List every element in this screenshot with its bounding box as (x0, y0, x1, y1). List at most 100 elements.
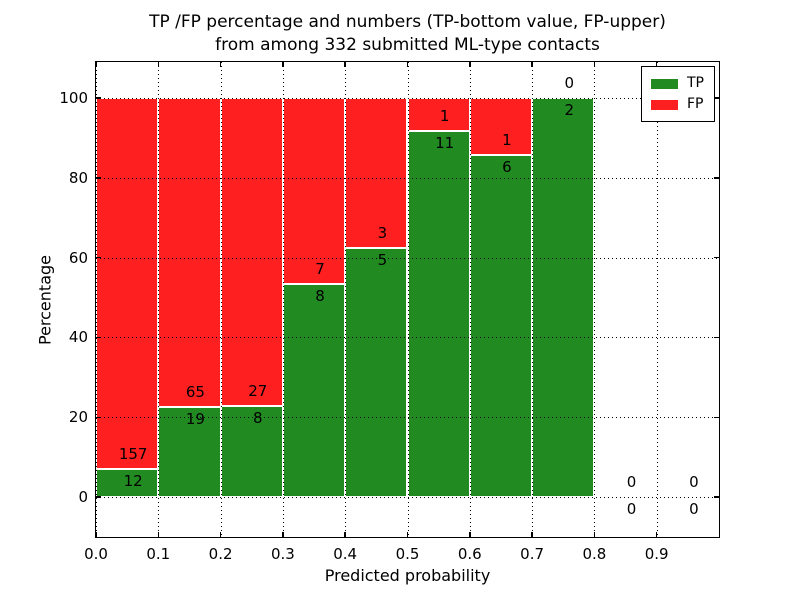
x-tick-mark (219, 532, 222, 537)
x-tick-label: 0.7 (520, 545, 545, 563)
x-tick-mark-top (469, 62, 471, 67)
y-tick-label: 100 (59, 88, 88, 107)
legend-label-tp: TP (687, 75, 704, 91)
x-tick-mark (344, 532, 346, 537)
fp-count-label: 0 (626, 473, 637, 492)
tp-color-swatch (651, 78, 678, 89)
y-tick-mark (96, 256, 101, 259)
fp-color-swatch (651, 99, 678, 110)
tp-count-label: 19 (185, 409, 205, 428)
x-tick-mark-top (95, 62, 97, 67)
x-tick-mark (157, 532, 160, 537)
grid-layer (96, 62, 719, 537)
fp-count-label: 1 (502, 130, 512, 149)
v-gridline (282, 62, 284, 537)
fp-bar-segment (469, 97, 533, 155)
fp-count-label: 1 (439, 107, 450, 126)
fp-count-label: 0 (564, 73, 575, 92)
y-tick-label: 20 (68, 408, 88, 427)
x-tick-mark-top (593, 62, 596, 67)
legend: TP FP (641, 66, 715, 122)
x-tick-label: 0.8 (582, 545, 607, 563)
v-gridline (532, 62, 534, 537)
tp-count-label: 12 (123, 471, 143, 490)
x-tick-mark (406, 532, 409, 537)
plot-area: 157 12 65 19 27 8 7 8 3 5 1 11 1 6 0 2 0 0 0 0 TP FP (95, 61, 720, 538)
x-tick-label: 0.5 (395, 545, 420, 563)
y-tick-mark (96, 416, 101, 418)
x-tick-mark-top (157, 62, 160, 67)
fp-count-label: 65 (185, 382, 205, 401)
legend-item-tp: TP (651, 73, 704, 94)
tp-count-label: 0 (689, 500, 699, 519)
y-tick-mark-right (714, 256, 719, 259)
y-tick-mark (96, 177, 101, 179)
bar-labels-layer: 157 12 65 19 27 8 7 8 3 5 1 11 1 6 0 2 0 0 0 0 (96, 62, 719, 537)
x-tick-mark-top (655, 62, 658, 67)
chart-title: TP /FP percentage and numbers (TP-bottom… (96, 11, 719, 57)
v-gridline (656, 62, 658, 537)
x-tick-mark (95, 532, 97, 537)
legend-label-fp: FP (687, 96, 704, 112)
legend-item-fp: FP (651, 94, 704, 115)
tp-count-label: 5 (377, 250, 388, 269)
fp-count-label: 0 (689, 473, 699, 492)
bars-layer (96, 62, 719, 537)
v-gridline (345, 62, 347, 537)
fp-count-label: 3 (377, 223, 388, 242)
v-gridline (407, 62, 409, 537)
fp-count-label: 7 (315, 260, 325, 279)
fp-count-label: 157 (118, 444, 148, 463)
x-tick-mark (469, 532, 471, 537)
v-gridline (158, 62, 160, 537)
chart-title-line2: from among 332 submitted ML-type contact… (215, 35, 600, 55)
fp-bar-segment (345, 97, 408, 248)
tick-marks-layer (95, 62, 719, 537)
y-tick-mark-right (714, 496, 719, 498)
x-tick-label: 0.1 (146, 545, 171, 563)
fp-count-label: 27 (248, 381, 268, 400)
tp-count-label: 8 (252, 408, 263, 427)
y-tick-mark (96, 97, 101, 99)
chart-title-line1: TP /FP percentage and numbers (TP-bottom… (149, 12, 666, 32)
x-tick-label: 0.6 (457, 545, 482, 563)
x-tick-mark (593, 532, 596, 537)
tp-bar-segment (407, 131, 470, 498)
y-tick-mark (96, 336, 101, 339)
y-tick-label: 80 (68, 168, 88, 187)
x-tick-label: 0.9 (644, 545, 669, 563)
y-tick-mark-right (714, 336, 719, 339)
y-tick-mark-right (714, 97, 719, 99)
x-tick-label: 0.4 (333, 545, 358, 563)
y-tick-mark (96, 496, 101, 498)
x-tick-label: 0.0 (84, 545, 108, 563)
tp-bar-segment (96, 468, 159, 498)
x-tick-mark-top (406, 62, 409, 67)
tp-count-label: 6 (502, 157, 512, 176)
fp-bar-segment (158, 97, 221, 407)
fp-bar-segment (96, 97, 159, 469)
tp-count-label: 8 (315, 287, 325, 306)
v-gridline (220, 62, 222, 537)
y-tick-label: 40 (68, 328, 88, 347)
v-gridline (469, 62, 471, 537)
y-tick-label: 60 (68, 248, 88, 267)
x-tick-mark (282, 532, 284, 537)
x-tick-mark-top (531, 62, 533, 67)
x-tick-mark (531, 532, 533, 537)
tp-count-label: 11 (435, 134, 455, 153)
y-tick-label: 0 (78, 488, 88, 507)
y-tick-mark-right (714, 177, 719, 179)
x-tick-label: 0.3 (270, 545, 295, 563)
x-tick-mark-top (282, 62, 284, 67)
v-gridline (594, 62, 596, 537)
tp-count-label: 2 (564, 100, 575, 119)
tp-count-label: 0 (626, 500, 637, 519)
x-tick-mark-top (219, 62, 222, 67)
x-tick-mark-top (344, 62, 346, 67)
x-tick-mark (655, 532, 658, 537)
x-tick-label: 0.2 (208, 545, 233, 563)
fp-bar-segment (220, 97, 283, 406)
fp-bar-segment (407, 97, 470, 132)
